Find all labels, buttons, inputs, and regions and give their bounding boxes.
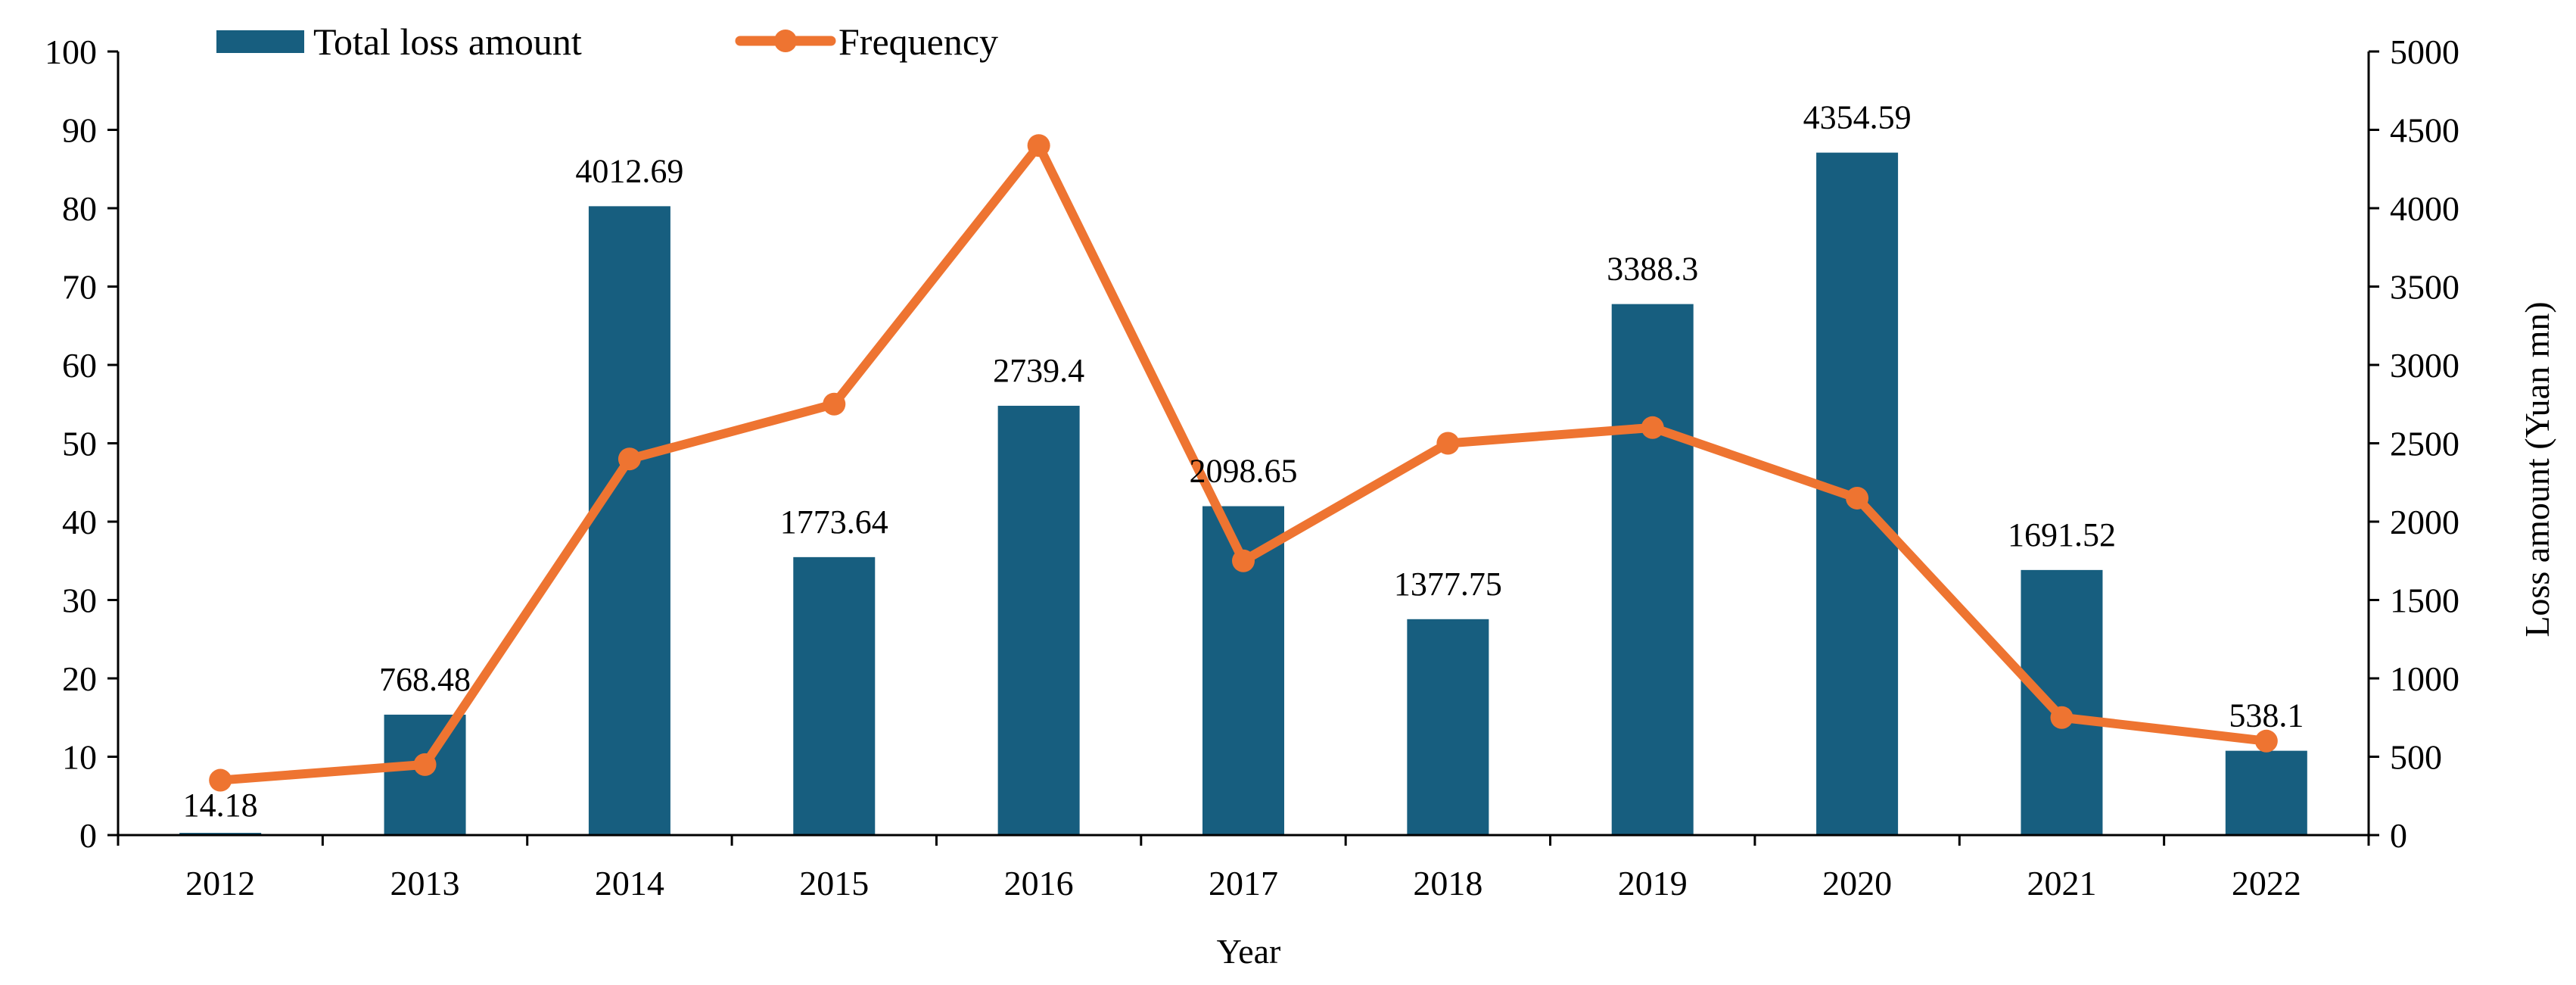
x-tick-label: 2021 xyxy=(2027,864,2096,902)
right-tick-label: 3000 xyxy=(2390,346,2459,385)
left-tick-label: 40 xyxy=(62,503,97,541)
left-tick-label: 50 xyxy=(62,425,97,463)
x-tick-label: 2017 xyxy=(1209,864,1278,902)
left-tick-label: 0 xyxy=(79,816,97,855)
left-tick-label: 90 xyxy=(62,111,97,150)
right-tick-label: 500 xyxy=(2390,738,2442,777)
frequency-point-2014 xyxy=(618,447,641,471)
bar-value-label-2013: 768.48 xyxy=(379,661,471,698)
frequency-point-2019 xyxy=(1641,416,1664,439)
x-axis-title: Year xyxy=(1217,932,1281,971)
legend-marker-frequency xyxy=(774,30,797,52)
bar-value-label-2017: 2098.65 xyxy=(1190,453,1298,490)
right-tick-label: 2000 xyxy=(2390,503,2459,541)
frequency-point-2013 xyxy=(413,753,437,776)
x-tick-label: 2012 xyxy=(185,864,255,902)
x-tick-label: 2022 xyxy=(2232,864,2301,902)
frequency-point-2017 xyxy=(1232,549,1255,572)
left-tick-label: 60 xyxy=(62,346,97,385)
bar-value-label-2016: 2739.4 xyxy=(993,352,1084,389)
frequency-point-2022 xyxy=(2254,729,2278,753)
bar-2021 xyxy=(2021,569,2103,835)
left-tick-label: 80 xyxy=(62,189,97,228)
frequency-point-2020 xyxy=(1846,486,1869,510)
frequency-point-2012 xyxy=(209,768,232,792)
bars-group xyxy=(179,152,2307,836)
right-tick-label: 1000 xyxy=(2390,659,2459,698)
frequency-line-group xyxy=(209,134,2278,792)
left-tick-label: 100 xyxy=(45,33,97,71)
left-tick-label: 30 xyxy=(62,581,97,620)
bar-value-label-2022: 538.1 xyxy=(2229,697,2304,734)
right-axis-title: Loss amount (Yuan mn) xyxy=(2518,301,2556,637)
bar-value-label-2019: 3388.3 xyxy=(1607,251,1698,288)
x-tick-label: 2018 xyxy=(1413,864,1482,902)
legend-label-frequency: Frequency xyxy=(838,20,998,63)
x-tick-label: 2013 xyxy=(390,864,460,902)
legend-swatch-total-loss xyxy=(216,30,304,53)
bar-2022 xyxy=(2225,750,2307,835)
bar-2018 xyxy=(1407,619,1489,835)
bar-value-label-2020: 4354.59 xyxy=(1803,99,1912,136)
bar-2019 xyxy=(1611,304,1694,835)
bar-2014 xyxy=(588,206,670,835)
bar-2016 xyxy=(997,405,1080,835)
bar-value-label-2012: 14.18 xyxy=(183,787,258,824)
bar-2015 xyxy=(793,556,876,835)
left-tick-label: 10 xyxy=(62,738,97,777)
x-tick-label: 2015 xyxy=(799,864,869,902)
bar-value-label-2015: 1773.64 xyxy=(780,503,888,541)
x-tick-label: 2020 xyxy=(1822,864,1892,902)
x-tick-label: 2014 xyxy=(595,864,664,902)
bar-value-label-2021: 1691.52 xyxy=(2008,516,2116,553)
legend: Total loss amount Frequency xyxy=(216,20,998,63)
right-tick-label: 4000 xyxy=(2390,189,2459,228)
data-labels-group: 14.18 768.48 4012.69 1773.64 2739.4 2098.65 13… xyxy=(183,99,2304,824)
left-tick-label: 20 xyxy=(62,659,97,698)
right-tick-label: 5000 xyxy=(2390,33,2459,71)
right-tick-label: 4500 xyxy=(2390,111,2459,150)
frequency-point-2021 xyxy=(2050,706,2074,729)
legend-label-total-loss: Total loss amount xyxy=(313,20,582,63)
right-tick-label: 1500 xyxy=(2390,581,2459,620)
right-tick-label: 3500 xyxy=(2390,268,2459,307)
right-tick-label: 2500 xyxy=(2390,425,2459,463)
x-tick-label: 2019 xyxy=(1618,864,1688,902)
bar-value-label-2014: 4012.69 xyxy=(575,152,683,189)
right-tick-label: 0 xyxy=(2390,816,2407,855)
x-tick-label: 2016 xyxy=(1004,864,1074,902)
axes-group: 0102030405060708090100050010001500200025… xyxy=(45,33,2459,902)
frequency-point-2018 xyxy=(1436,432,1460,455)
bar-value-label-2018: 1377.75 xyxy=(1394,566,1502,603)
left-tick-label: 70 xyxy=(62,268,97,307)
frequency-point-2016 xyxy=(1027,134,1050,157)
frequency-point-2015 xyxy=(823,392,846,416)
